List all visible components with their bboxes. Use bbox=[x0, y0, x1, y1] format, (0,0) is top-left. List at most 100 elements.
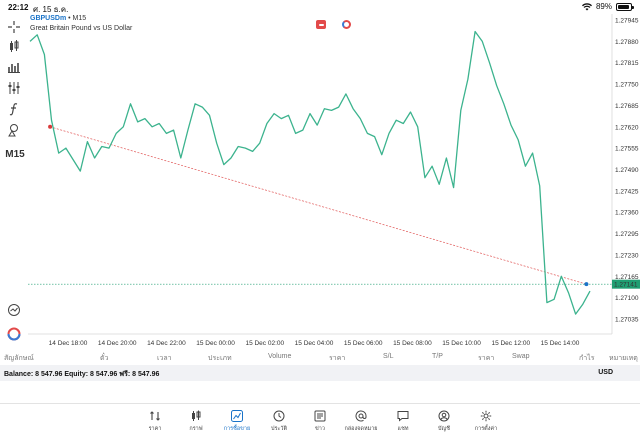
status-bar: 22:12 ศ. 15 ธ.ค. 89% bbox=[0, 0, 640, 14]
battery-icon bbox=[616, 2, 634, 11]
bar-chart-icon[interactable] bbox=[4, 57, 24, 77]
balance-text: Balance: 8 547.96 Equity: 8 547.96 ฟรี: … bbox=[4, 371, 160, 378]
nav-account[interactable]: บัญชี bbox=[424, 408, 464, 444]
price-tick-label: 1.27945 bbox=[615, 18, 639, 25]
indicators-icon[interactable] bbox=[4, 78, 24, 98]
price-tick-label: 1.27685 bbox=[615, 103, 639, 110]
candles-icon bbox=[192, 410, 201, 421]
trendline[interactable] bbox=[50, 126, 587, 285]
chart-toolbar: M15 bbox=[0, 14, 28, 344]
price-tick-label: 1.27230 bbox=[615, 252, 639, 259]
trade-table-header: สัญลักษณ์ ตั๋ว เวลา ประเภท Volume ราคา S… bbox=[0, 350, 640, 364]
nav-label-account: บัญชี bbox=[438, 426, 450, 432]
nav-trade[interactable]: การซื้อขาย bbox=[217, 408, 257, 444]
time-tick-label: 15 Dec 02:00 bbox=[245, 340, 284, 345]
time-tick-label: 15 Dec 06:00 bbox=[344, 340, 383, 345]
nav-label-charts: กราฟ bbox=[189, 426, 203, 432]
quotes-icon bbox=[150, 411, 160, 421]
col-comment[interactable]: หมายเหตุ bbox=[609, 355, 638, 362]
status-right: 89% bbox=[581, 2, 634, 11]
chart-header: GBPUSDm • M15 Great Britain Pound vs US … bbox=[30, 14, 132, 34]
time-tick-label: 14 Dec 20:00 bbox=[98, 340, 137, 345]
nav-label-mailbox: กล่องจดหมาย bbox=[344, 426, 378, 432]
time-axis: 14 Dec 18:00 14 Dec 20:00 14 Dec 22:00 15 D… bbox=[49, 340, 580, 345]
price-tick-label: 1.27035 bbox=[615, 317, 639, 324]
chart-symbol: GBPUSDm bbox=[30, 15, 67, 22]
trade-history-icon[interactable] bbox=[4, 300, 24, 320]
current-price-label: 1.27141 bbox=[614, 281, 638, 288]
battery-level bbox=[618, 4, 629, 9]
nav-mailbox[interactable]: กล่องจดหมาย bbox=[341, 408, 381, 444]
time-tick-label: 15 Dec 10:00 bbox=[442, 340, 481, 345]
price-tick-label: 1.27490 bbox=[615, 167, 639, 174]
settings-icon bbox=[480, 410, 492, 422]
chart-center-controls bbox=[316, 20, 351, 29]
price-chart[interactable]: 1.27945 1.27880 1.27815 1.27750 1.27685 1.276… bbox=[0, 0, 640, 345]
trade-icon bbox=[231, 410, 243, 422]
nav-charts[interactable]: กราฟ bbox=[176, 408, 216, 444]
col-profit[interactable]: กำไร bbox=[579, 355, 595, 362]
nav-news[interactable]: ข่าว bbox=[300, 408, 340, 444]
chart-type-icon[interactable] bbox=[4, 36, 24, 56]
battery-percent: 89% bbox=[595, 2, 612, 11]
time-tick-label: 15 Dec 00:00 bbox=[196, 340, 235, 345]
trendline-end-handle[interactable] bbox=[584, 282, 589, 287]
nav-label-history: ประวัติ bbox=[270, 426, 288, 432]
price-tick-label: 1.27880 bbox=[615, 39, 639, 46]
timeframe-button[interactable]: M15 bbox=[5, 148, 25, 160]
nav-label-chat: แชท bbox=[397, 426, 409, 432]
nav-history[interactable]: ประวัติ bbox=[259, 408, 299, 444]
price-tick-label: 1.27620 bbox=[615, 124, 639, 131]
time-tick-label: 15 Dec 04:00 bbox=[295, 340, 334, 345]
col-sl[interactable]: S/L bbox=[383, 353, 394, 360]
bottom-navigation: ราคา กราฟ การซื้อขาย ประวัติ ข่าว กล่องจ… bbox=[0, 403, 640, 447]
chart-area[interactable]: 1.27945 1.27880 1.27815 1.27750 1.27685 1.276… bbox=[0, 0, 640, 345]
col-tp[interactable]: T/P bbox=[432, 353, 443, 360]
time-tick-label: 14 Dec 22:00 bbox=[147, 340, 186, 345]
one-click-panel-icon[interactable] bbox=[4, 324, 24, 344]
col-volume[interactable]: Volume bbox=[268, 353, 292, 360]
function-icon[interactable] bbox=[4, 99, 24, 119]
one-click-trade-icon[interactable] bbox=[316, 20, 326, 29]
price-tick-label: 1.27555 bbox=[615, 146, 639, 153]
balance-currency: USD bbox=[598, 369, 613, 376]
price-axis: 1.27945 1.27880 1.27815 1.27750 1.27685 1.276… bbox=[615, 18, 639, 324]
status-date: ศ. 15 ธ.ค. bbox=[33, 5, 69, 14]
chart-timeframe: M15 bbox=[72, 15, 87, 22]
col-time[interactable]: เวลา bbox=[157, 355, 172, 362]
price-tick-label: 1.27100 bbox=[615, 295, 639, 302]
col-price-current[interactable]: ราคา bbox=[478, 355, 495, 362]
nav-label-news: ข่าว bbox=[315, 426, 325, 432]
chart-separator: • bbox=[68, 15, 71, 22]
objects-icon[interactable] bbox=[4, 120, 24, 140]
chat-icon bbox=[397, 411, 409, 422]
time-tick-label: 15 Dec 12:00 bbox=[491, 340, 530, 345]
sync-icon[interactable] bbox=[342, 20, 351, 29]
news-icon bbox=[314, 410, 326, 422]
nav-label-trade: การซื้อขาย bbox=[223, 426, 251, 432]
col-symbol[interactable]: สัญลักษณ์ bbox=[4, 355, 34, 362]
nav-label-settings: การตั้งค่า bbox=[474, 426, 498, 432]
trendline-start-handle[interactable] bbox=[48, 124, 53, 129]
current-price-label-box bbox=[612, 279, 640, 289]
col-price[interactable]: ราคา bbox=[329, 355, 346, 362]
price-tick-label: 1.27750 bbox=[615, 82, 639, 89]
chart-description: Great Britain Pound vs US Dollar bbox=[30, 25, 133, 32]
price-tick-label: 1.27360 bbox=[615, 210, 639, 217]
nav-quotes[interactable]: ราคา bbox=[135, 408, 175, 444]
crosshair-icon[interactable] bbox=[4, 17, 24, 37]
time-tick-label: 14 Dec 18:00 bbox=[49, 340, 88, 345]
balance-bar: Balance: 8 547.96 Equity: 8 547.96 ฟรี: … bbox=[0, 365, 640, 381]
col-type[interactable]: ประเภท bbox=[208, 355, 232, 362]
wifi-icon bbox=[581, 2, 592, 10]
time-tick-label: 15 Dec 08:00 bbox=[393, 340, 432, 345]
nav-chat[interactable]: แชท bbox=[383, 408, 423, 444]
status-time: 22:12 bbox=[8, 3, 29, 12]
col-ticket[interactable]: ตั๋ว bbox=[100, 355, 109, 362]
mail-icon bbox=[355, 410, 367, 422]
price-line bbox=[29, 30, 591, 315]
nav-settings[interactable]: การตั้งค่า bbox=[466, 408, 506, 444]
col-swap[interactable]: Swap bbox=[512, 353, 530, 360]
account-icon bbox=[438, 410, 450, 422]
price-tick-label: 1.27815 bbox=[615, 60, 639, 67]
